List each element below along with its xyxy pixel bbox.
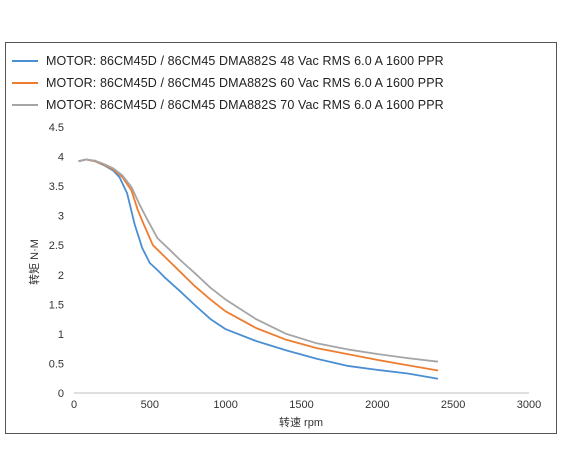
x-axis-label: 转速 rpm <box>279 415 323 429</box>
x-tick-label: 500 <box>141 399 159 411</box>
series-lines <box>78 158 439 380</box>
y-tick-label: 2 <box>58 270 64 282</box>
y-tick-label: 2.5 <box>49 240 64 252</box>
series-line-70vac <box>78 158 439 363</box>
legend-item-60vac: MOTOR: 86CM45D / 86CM45 DMA882S 60 Vac R… <box>12 72 557 94</box>
legend-item-70vac: MOTOR: 86CM45D / 86CM45 DMA882S 70 Vac R… <box>12 94 557 116</box>
legend-label-48vac: MOTOR: 86CM45D / 86CM45 DMA882S 48 Vac R… <box>46 54 444 68</box>
y-tick-label: 4.5 <box>49 122 64 134</box>
y-tick-label: 1.5 <box>49 299 64 311</box>
chart-frame <box>5 42 557 434</box>
x-tick-label: 0 <box>71 399 77 411</box>
legend-label-70vac: MOTOR: 86CM45D / 86CM45 DMA882S 70 Vac R… <box>46 98 444 112</box>
chart-legend: MOTOR: 86CM45D / 86CM45 DMA882S 48 Vac R… <box>12 50 557 116</box>
y-tick-label: 0.5 <box>49 358 64 370</box>
x-tick-label: 1500 <box>289 399 313 411</box>
x-axis-ticks: 0 500 1000 1500 2000 2500 3000 <box>71 399 541 411</box>
legend-swatch-60vac <box>12 82 38 84</box>
x-tick-label: 2000 <box>365 399 389 411</box>
legend-item-48vac: MOTOR: 86CM45D / 86CM45 DMA882S 48 Vac R… <box>12 50 557 72</box>
legend-swatch-48vac <box>12 60 38 62</box>
y-axis-label: 转矩 N·M <box>27 239 41 285</box>
y-tick-label: 0 <box>58 388 64 400</box>
y-tick-label: 1 <box>58 329 64 341</box>
legend-label-60vac: MOTOR: 86CM45D / 86CM45 DMA882S 60 Vac R… <box>46 76 444 90</box>
y-tick-label: 3.5 <box>49 181 64 193</box>
y-tick-label: 4 <box>58 152 64 164</box>
x-tick-label: 3000 <box>517 399 541 411</box>
y-axis-ticks: 0 0.5 1 1.5 2 2.5 3 3.5 4 4.5 <box>49 122 64 400</box>
y-tick-label: 3 <box>58 211 64 223</box>
x-tick-label: 1000 <box>213 399 237 411</box>
legend-swatch-70vac <box>12 104 38 106</box>
x-tick-label: 2500 <box>441 399 465 411</box>
